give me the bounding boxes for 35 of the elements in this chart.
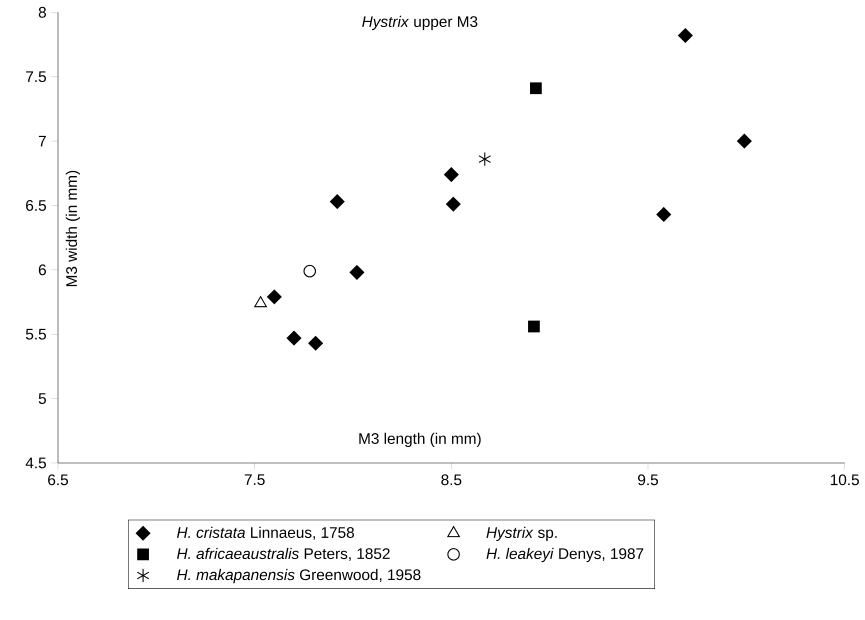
x-tick-label: 10.5 <box>830 474 859 486</box>
y-tick-label: 4.5 <box>26 458 46 468</box>
point <box>350 265 364 280</box>
point <box>267 290 282 304</box>
point <box>303 264 316 278</box>
chart-title: Hystrix upper M3 <box>362 16 478 30</box>
y-tick-label: 5 <box>38 393 46 404</box>
y-tick-label: 5.5 <box>26 328 46 340</box>
y-tick-label: 6 <box>38 264 46 276</box>
x-axis-title: M3 length (in mm) <box>359 432 481 448</box>
point <box>308 336 323 351</box>
point <box>656 207 672 222</box>
x-tick-label: 6.5 <box>48 474 68 486</box>
y-axis-title: M3 width (in mm) <box>66 170 80 286</box>
y-tick-label: 6.5 <box>26 200 46 211</box>
y-tick-label: 8 <box>38 6 46 18</box>
point <box>530 82 542 94</box>
point <box>737 134 752 148</box>
x-tick-label: 8.5 <box>441 474 462 486</box>
legend-label: H. cristata Linnaeus, 1758 <box>177 526 354 540</box>
x-tick-label: 7.5 <box>244 474 265 486</box>
point <box>678 28 693 43</box>
point <box>478 152 492 166</box>
point <box>444 167 459 182</box>
x-tick-label: 9.5 <box>638 474 658 486</box>
legend-label: H. africaeaustralis Peters, 1852 <box>177 548 390 561</box>
point <box>528 320 540 332</box>
legend-label: Hystrix sp. <box>486 526 557 541</box>
y-tick-label: 7 <box>38 136 46 146</box>
point <box>446 196 461 212</box>
legend-label: H. leakeyi Denys, 1987 <box>486 548 644 562</box>
legend-label: H. makapanensis Greenwood, 1958 <box>177 568 420 584</box>
point <box>330 194 345 209</box>
y-tick-label: 7.5 <box>26 71 46 82</box>
point <box>286 330 302 346</box>
